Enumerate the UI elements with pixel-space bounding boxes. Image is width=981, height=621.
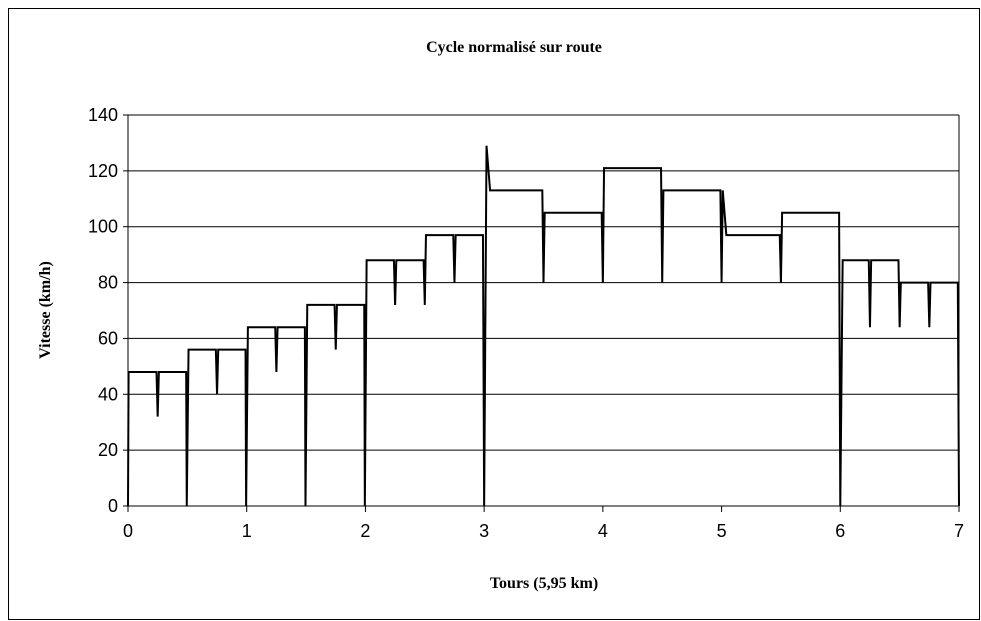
x-axis-label: Tours (5,95 km) <box>490 575 598 592</box>
chart-title: Cycle normalisé sur route <box>426 39 602 56</box>
y-tick-label: 40 <box>98 384 118 404</box>
x-tick-label: 2 <box>360 521 370 541</box>
x-tick-label: 3 <box>479 521 489 541</box>
x-tick-label: 6 <box>835 521 845 541</box>
y-tick-label: 120 <box>88 161 118 181</box>
x-tick-label: 5 <box>717 521 727 541</box>
x-tick-label: 1 <box>242 521 252 541</box>
y-tick-label: 80 <box>98 273 118 293</box>
chart-frame <box>8 8 980 620</box>
y-tick-label: 100 <box>88 217 118 237</box>
y-tick-label: 60 <box>98 328 118 348</box>
x-tick-label: 0 <box>123 521 133 541</box>
y-tick-label: 20 <box>98 440 118 460</box>
x-tick-label: 7 <box>954 521 964 541</box>
x-tick-label: 4 <box>598 521 608 541</box>
y-axis-label: Vitesse (km/h) <box>37 261 54 359</box>
y-tick-label: 140 <box>88 105 118 125</box>
y-tick-label: 0 <box>108 496 118 516</box>
data-line <box>127 145 960 507</box>
